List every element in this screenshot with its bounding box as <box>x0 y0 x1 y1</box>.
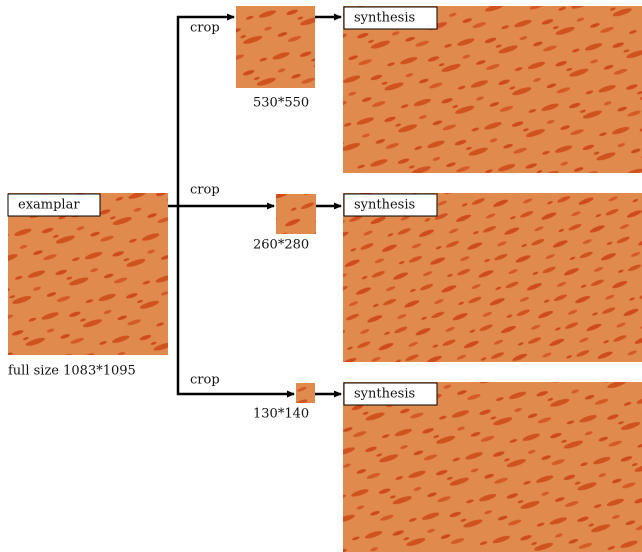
synthesis-image <box>343 6 642 173</box>
exemplar-caption: full size 1083*1095 <box>8 364 136 379</box>
diagram: examplar full size 1083*1095 crop crop c… <box>0 0 642 552</box>
crop-label: crop <box>190 21 220 36</box>
synthesis-label: synthesis <box>354 387 415 402</box>
crop-image <box>276 194 316 234</box>
connector <box>168 16 178 395</box>
crop-image <box>296 383 315 403</box>
synthesis-image <box>343 193 642 362</box>
size-label: 530*550 <box>253 96 309 111</box>
synthesis-label: synthesis <box>354 198 415 213</box>
synthesis-label: synthesis <box>354 11 415 26</box>
synthesis-image <box>343 382 642 552</box>
size-label: 130*140 <box>253 407 309 422</box>
exemplar-label: examplar <box>18 198 80 213</box>
crop-label: crop <box>190 373 220 388</box>
crop-image <box>236 6 315 88</box>
crop-label: crop <box>190 183 220 198</box>
exemplar-image <box>8 193 168 355</box>
size-label: 260*280 <box>253 238 309 253</box>
